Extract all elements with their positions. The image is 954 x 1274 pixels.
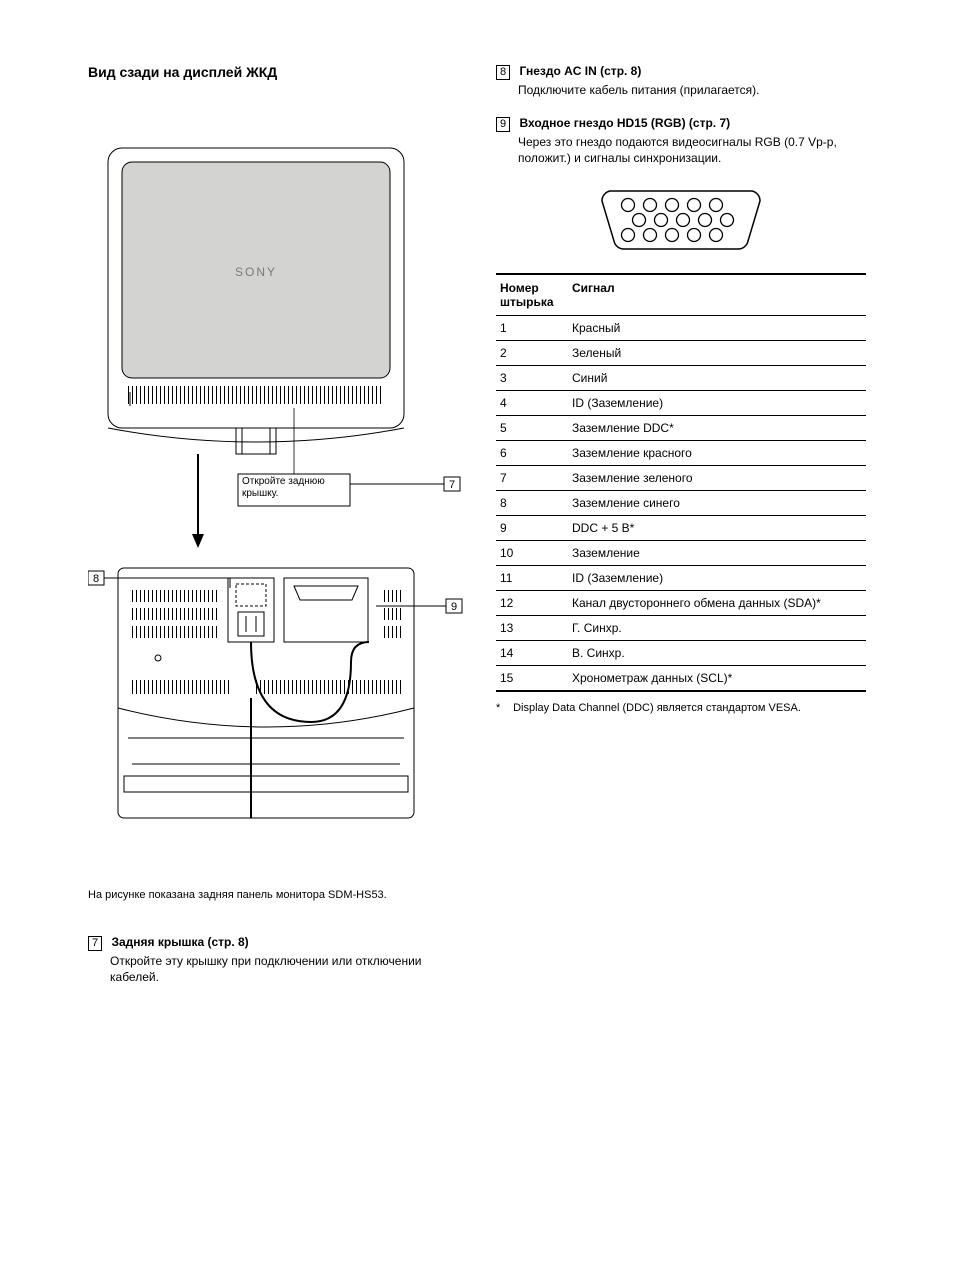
signal-cell: Заземление зеленого xyxy=(568,465,866,490)
panel-vents xyxy=(130,590,402,638)
footnote-mark: * xyxy=(496,702,510,714)
signal-cell: DDC + 5 В* xyxy=(568,515,866,540)
signal-cell: Заземление синего xyxy=(568,490,866,515)
vent-bars xyxy=(128,386,384,404)
signal-cell: Зеленый xyxy=(568,340,866,365)
table-row: 4ID (Заземление) xyxy=(496,390,866,415)
signal-cell: Синий xyxy=(568,365,866,390)
table-row: 14В. Синхр. xyxy=(496,640,866,665)
pin-cell: 4 xyxy=(496,390,568,415)
signal-cell: Хронометраж данных (SCL)* xyxy=(568,665,866,691)
signal-cell: В. Синхр. xyxy=(568,640,866,665)
table-row: 8Заземление синего xyxy=(496,490,866,515)
table-row: 2Зеленый xyxy=(496,340,866,365)
table-row: 12Канал двустороннего обмена данных (SDA… xyxy=(496,590,866,615)
callout-8-icon: 8 xyxy=(496,65,510,80)
table-row: 6Заземление красного xyxy=(496,440,866,465)
open-cover-label: Откройте заднюю крышку. xyxy=(242,476,346,500)
signal-cell: Канал двустороннего обмена данных (SDA)* xyxy=(568,590,866,615)
diagram-caption: На рисунке показана задняя панель монито… xyxy=(88,889,464,901)
item-7: 7 Задняя крышка (стр. 8) Откройте эту кр… xyxy=(88,935,464,985)
pin-cell: 7 xyxy=(496,465,568,490)
pin-cell: 15 xyxy=(496,665,568,691)
pin-table: Номер штырька Сигнал 1Красный2Зеленый3Си… xyxy=(496,273,866,692)
pin-cell: 6 xyxy=(496,440,568,465)
pin-cell: 1 xyxy=(496,315,568,340)
th-pin: Номер штырька xyxy=(496,274,568,316)
item-8: 8 Гнездо AC IN (стр. 8) Подключите кабел… xyxy=(496,64,866,98)
rear-view-diagram: SONY xyxy=(88,108,464,873)
item-9: 9 Входное гнездо HD15 (RGB) (стр. 7) Чер… xyxy=(496,116,866,166)
pin-cell: 13 xyxy=(496,615,568,640)
table-row: 13Г. Синхр. xyxy=(496,615,866,640)
item-8-body: Подключите кабель питания (прилагается). xyxy=(518,82,866,98)
signal-cell: ID (Заземление) xyxy=(568,390,866,415)
table-row: 15Хронометраж данных (SCL)* xyxy=(496,665,866,691)
signal-cell: Г. Синхр. xyxy=(568,615,866,640)
table-row: 10Заземление xyxy=(496,540,866,565)
pin-cell: 8 xyxy=(496,490,568,515)
item-9-body: Через это гнездо подаются видеосигналы R… xyxy=(518,134,866,166)
pin-cell: 3 xyxy=(496,365,568,390)
pin-cell: 2 xyxy=(496,340,568,365)
signal-cell: Заземление красного xyxy=(568,440,866,465)
pin-cell: 12 xyxy=(496,590,568,615)
svg-text:9: 9 xyxy=(451,601,457,613)
hd15-connector-icon xyxy=(596,185,766,255)
monitor-rear-svg: SONY xyxy=(88,108,464,868)
signal-cell: Заземление DDC* xyxy=(568,415,866,440)
item-7-body: Откройте эту крышку при подключении или … xyxy=(110,953,464,985)
right-column: 8 Гнездо AC IN (стр. 8) Подключите кабел… xyxy=(496,64,866,1234)
item-8-title: Гнездо AC IN (стр. 8) xyxy=(519,64,641,78)
item-7-title: Задняя крышка (стр. 8) xyxy=(111,935,248,949)
pin-cell: 9 xyxy=(496,515,568,540)
footnote: * Display Data Channel (DDC) является ст… xyxy=(496,702,866,714)
table-row: 9DDC + 5 В* xyxy=(496,515,866,540)
svg-text:7: 7 xyxy=(449,479,455,491)
pin-cell: 10 xyxy=(496,540,568,565)
table-row: 3Синий xyxy=(496,365,866,390)
signal-cell: ID (Заземление) xyxy=(568,565,866,590)
svg-text:8: 8 xyxy=(93,573,99,585)
svg-text:SONY: SONY xyxy=(235,265,277,279)
rear-view-title: Вид сзади на дисплей ЖКД xyxy=(88,64,464,80)
pin-cell: 14 xyxy=(496,640,568,665)
pin-cell: 5 xyxy=(496,415,568,440)
item-9-title: Входное гнездо HD15 (RGB) (стр. 7) xyxy=(519,116,730,130)
table-row: 5Заземление DDC* xyxy=(496,415,866,440)
pin-cell: 11 xyxy=(496,565,568,590)
left-column: Вид сзади на дисплей ЖКД SONY xyxy=(88,64,464,1234)
table-row: 1Красный xyxy=(496,315,866,340)
table-row: 7Заземление зеленого xyxy=(496,465,866,490)
table-row: 11ID (Заземление) xyxy=(496,565,866,590)
callout-9-icon: 9 xyxy=(496,117,510,132)
signal-cell: Заземление xyxy=(568,540,866,565)
footnote-text: Display Data Channel (DDC) является стан… xyxy=(513,702,801,714)
th-signal: Сигнал xyxy=(568,274,866,316)
callout-7-icon: 7 xyxy=(88,936,102,951)
signal-cell: Красный xyxy=(568,315,866,340)
page: Вид сзади на дисплей ЖКД SONY xyxy=(0,0,954,1274)
